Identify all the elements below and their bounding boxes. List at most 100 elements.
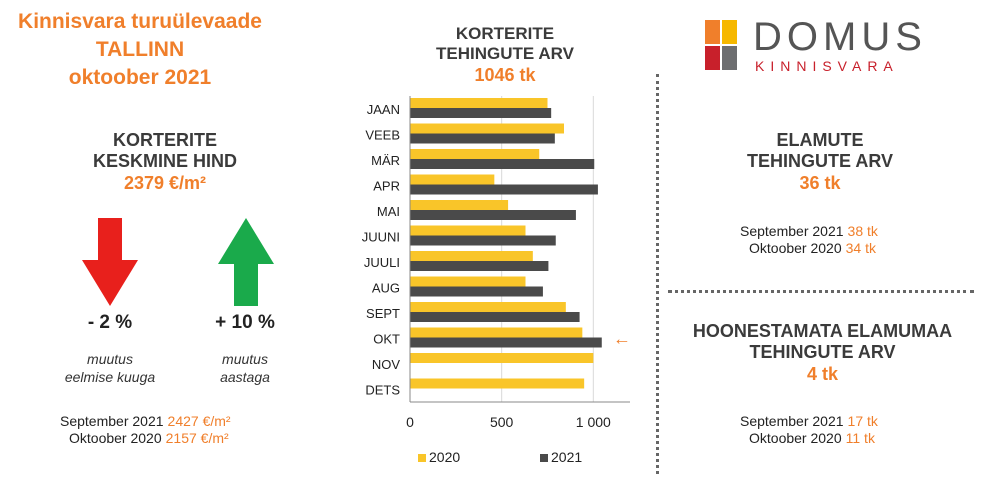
avg-price-value: 2379 €/m²	[123, 173, 207, 193]
monthly-note-2: eelmise kuuga	[64, 369, 156, 385]
bar-2020-mai	[410, 200, 509, 210]
land-value: 4 tk	[806, 364, 839, 384]
monthly-note: muutus eelmise kuuga	[30, 350, 190, 386]
category-label: MAI	[377, 204, 400, 219]
title-line-1: Kinnisvara turuülevaade	[18, 10, 262, 33]
yearly-change: + 10 %	[215, 312, 275, 333]
monthly-change: - 2 %	[87, 312, 133, 333]
land-heading-1: HOONESTAMATA ELAMUMAA	[692, 321, 953, 341]
x-tick-label: 500	[490, 414, 514, 430]
avg-price-block: KORTERITE KESKMINE HIND 2379 €/m²	[0, 130, 330, 194]
compare-value: 34 tk	[845, 240, 876, 256]
avg-price-compare: September 2021 2427 €/m² Oktoober 2020 215…	[60, 413, 320, 447]
category-label: JUUNI	[362, 229, 400, 244]
report-title: Kinnisvara turuülevaade TALLINN oktoober…	[0, 8, 280, 92]
bar-2021-veeb	[410, 133, 555, 144]
compare-label: September 2021	[740, 223, 844, 239]
bar-2020-dets	[410, 378, 585, 389]
compare-row: Oktoober 2020 2157 €/m²	[60, 430, 320, 447]
legend-swatch	[540, 454, 548, 462]
compare-label: Oktoober 2020	[69, 430, 162, 446]
category-label: VEEB	[365, 127, 400, 142]
category-label: DETS	[365, 382, 400, 397]
compare-label: Oktoober 2020	[749, 240, 842, 256]
houses-block: ELAMUTE TEHINGUTE ARV 36 tk	[690, 130, 950, 194]
avg-price-heading-1: KORTERITE	[112, 130, 217, 150]
title-line-2: TALLINN	[95, 38, 185, 61]
compare-row: September 2021 2427 €/m²	[60, 413, 320, 430]
compare-value: 2427 €/m²	[167, 413, 231, 429]
domus-logo: DOMUS KINNISVARA	[693, 14, 953, 76]
bar-2020-juuli	[410, 251, 533, 261]
category-label: JUULI	[364, 255, 400, 270]
category-label: MÄR	[371, 153, 400, 168]
bar-2020-nov	[410, 353, 594, 363]
chart-title-1: KORTERITE	[455, 24, 555, 43]
chart-title: KORTERITE TEHINGUTE ARV 1046 tk	[380, 24, 630, 86]
okt-arrow-icon: ←	[613, 328, 631, 348]
category-label: AUG	[372, 280, 400, 295]
bar-2021-sept	[410, 312, 580, 322]
x-tick-label: 1 000	[576, 414, 611, 430]
yearly-note-2: aastaga	[220, 369, 270, 385]
bar-2020-juuni	[410, 225, 526, 236]
bar-2021-mär	[410, 159, 595, 169]
compare-value: 17 tk	[847, 413, 878, 429]
horizontal-divider	[668, 290, 974, 293]
category-label: OKT	[373, 331, 400, 346]
houses-value: 36 tk	[799, 173, 841, 193]
bar-2020-okt	[410, 327, 583, 338]
apartment-deals-chart: JAAN VEEB MÄR APR MAI JUUNI JUULI AUG SEPT OKT NOV…	[362, 96, 631, 465]
logo-mark-icon	[705, 20, 737, 70]
compare-row: September 2021 17 tk	[740, 413, 970, 430]
bar-2021-mai	[410, 210, 576, 220]
bar-2020-apr	[410, 174, 495, 185]
category-label: JAAN	[367, 102, 400, 117]
category-label: NOV	[372, 357, 401, 372]
x-tick-label: 0	[406, 414, 414, 430]
houses-heading-2: TEHINGUTE ARV	[746, 151, 893, 171]
bar-2020-veeb	[410, 123, 564, 134]
avg-price-heading-2: KESKMINE HIND	[92, 151, 237, 171]
compare-label: September 2021	[60, 413, 164, 429]
monthly-note-1: muutus	[87, 351, 133, 367]
compare-label: September 2021	[740, 413, 844, 429]
bar-2020-jaan	[410, 98, 548, 108]
bar-2020-mär	[410, 149, 540, 159]
land-compare: September 2021 17 tk Oktoober 2020 11 tk	[740, 413, 970, 447]
yearly-note: muutus aastaga	[175, 350, 315, 386]
logo-sub: KINNISVARA	[755, 58, 899, 74]
legend-label: 2021	[551, 449, 582, 465]
houses-compare: September 2021 38 tk Oktoober 2020 34 tk	[740, 223, 970, 257]
houses-heading-1: ELAMUTE	[776, 130, 864, 150]
down-arrow-icon	[82, 218, 138, 306]
vertical-divider	[656, 74, 659, 474]
legend-label: 2020	[429, 449, 460, 465]
bar-2020-aug	[410, 276, 526, 287]
bar-2021-jaan	[410, 108, 552, 118]
compare-row: Oktoober 2020 34 tk	[740, 240, 970, 257]
bar-2020-sept	[410, 302, 566, 312]
category-label: SEPT	[366, 306, 400, 321]
logo-name: DOMUS	[753, 15, 927, 59]
bar-2021-okt	[410, 337, 602, 348]
bar-2021-apr	[410, 184, 598, 195]
compare-label: Oktoober 2020	[749, 430, 842, 446]
bar-2021-juuli	[410, 261, 549, 271]
up-arrow-icon	[218, 218, 274, 306]
yearly-note-1: muutus	[222, 351, 268, 367]
compare-row: September 2021 38 tk	[740, 223, 970, 240]
title-line-3: oktoober 2021	[68, 66, 212, 89]
land-heading-2: TEHINGUTE ARV	[749, 342, 896, 362]
category-label: APR	[373, 178, 400, 193]
land-block: HOONESTAMATA ELAMUMAA TEHINGUTE ARV 4 tk	[675, 321, 970, 385]
compare-value: 38 tk	[847, 223, 878, 239]
chart-subtitle: 1046 tk	[474, 65, 536, 85]
bar-2021-aug	[410, 286, 543, 297]
chart-title-2: TEHINGUTE ARV	[436, 44, 574, 63]
compare-value: 2157 €/m²	[165, 430, 229, 446]
bar-2021-juuni	[410, 235, 556, 246]
compare-row: Oktoober 2020 11 tk	[740, 430, 970, 447]
compare-value: 11 tk	[845, 430, 875, 446]
legend-swatch	[418, 454, 426, 462]
